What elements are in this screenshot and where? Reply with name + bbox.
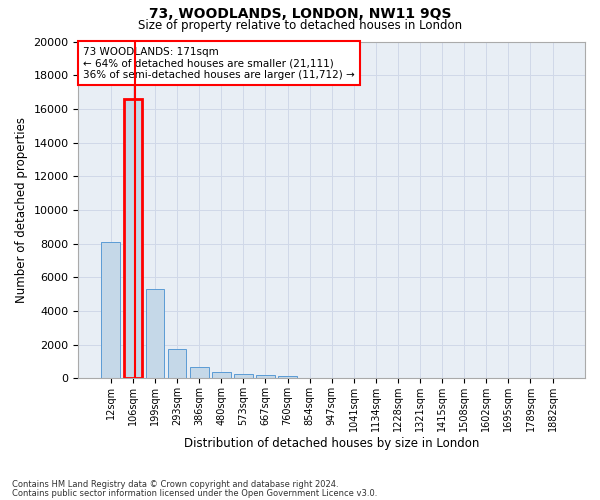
Bar (256, 375, 275, 378)
Bar (190, 368, 209, 378)
Text: Size of property relative to detached houses in London: Size of property relative to detached ho… (138, 19, 462, 32)
Text: 73, WOODLANDS, LONDON, NW11 9QS: 73, WOODLANDS, LONDON, NW11 9QS (149, 8, 451, 22)
Text: Contains public sector information licensed under the Open Government Licence v3: Contains public sector information licen… (12, 488, 377, 498)
Bar (146, 289, 164, 378)
Bar (212, 372, 230, 378)
Text: 73 WOODLANDS: 171sqm
← 64% of detached houses are smaller (21,111)
36% of semi-d: 73 WOODLANDS: 171sqm ← 64% of detached h… (83, 46, 355, 80)
Bar (124, 99, 142, 378)
Bar (234, 374, 253, 378)
Text: Contains HM Land Registry data © Crown copyright and database right 2024.: Contains HM Land Registry data © Crown c… (12, 480, 338, 489)
Bar (278, 376, 297, 378)
Bar (101, 242, 120, 378)
X-axis label: Distribution of detached houses by size in London: Distribution of detached houses by size … (184, 437, 479, 450)
Bar (167, 349, 187, 378)
Y-axis label: Number of detached properties: Number of detached properties (15, 117, 28, 303)
